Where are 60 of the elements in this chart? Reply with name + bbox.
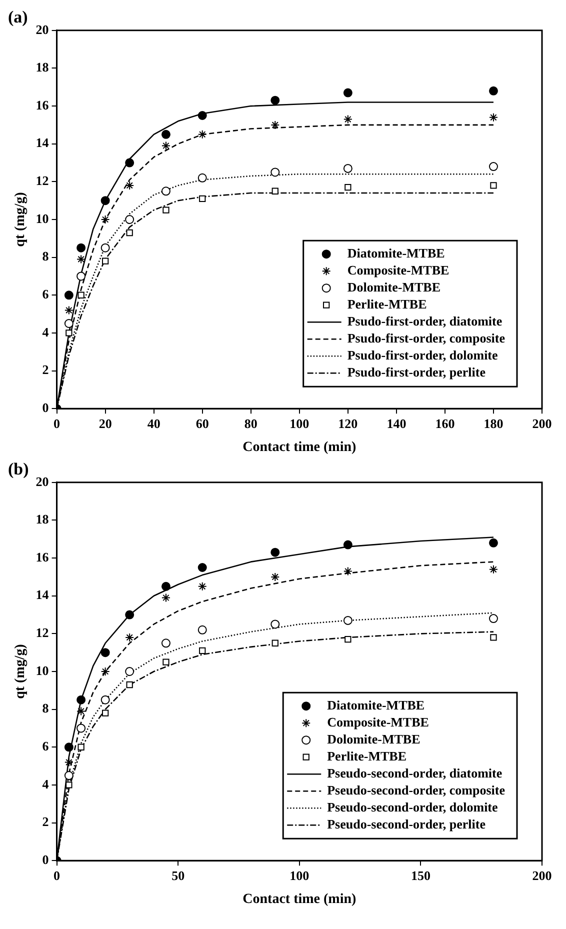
chart-title: (a) [8, 8, 28, 27]
y-tick-label: 20 [36, 474, 49, 489]
y-tick-label: 10 [36, 210, 49, 226]
legend-label: Perlite-MTBE [327, 748, 407, 764]
legend-label: Psudo-first-order, composite [347, 330, 506, 346]
y-tick-label: 4 [42, 776, 50, 792]
y-tick-label: 0 [42, 852, 49, 867]
chart-title: (b) [8, 460, 29, 479]
y-tick-label: 20 [36, 22, 49, 37]
y-tick-label: 10 [36, 662, 49, 678]
y-tick-label: 18 [36, 60, 50, 75]
x-tick-label: 40 [147, 416, 160, 431]
legend-label: Pseudo-second-order, composite [327, 782, 506, 798]
x-tick-label: 100 [290, 416, 310, 431]
x-tick-label: 0 [54, 868, 60, 883]
y-tick-label: 8 [42, 700, 50, 716]
x-tick-label: 20 [98, 416, 112, 431]
y-tick-label: 6 [42, 286, 50, 302]
y-tick-label: 6 [42, 738, 50, 754]
y-tick-label: 2 [42, 814, 49, 830]
legend-label: Pseudo-second-order, diatomite [327, 765, 502, 780]
legend-label: Pseudo-second-order, dolomite [327, 799, 498, 814]
x-tick-label: 160 [435, 416, 455, 431]
x-tick-label: 50 [172, 868, 185, 883]
legend-label: Composite-MTBE [347, 262, 450, 278]
x-tick-label: 0 [54, 416, 60, 431]
y-tick-label: 4 [42, 324, 50, 340]
x-tick-label: 140 [386, 416, 406, 431]
y-tick-label: 14 [36, 135, 50, 150]
legend-label: Pseudo-second-order, perlite [327, 816, 486, 832]
y-tick-label: 8 [42, 248, 50, 264]
y-tick-label: 16 [36, 97, 50, 112]
y-axis-title: qt (mg/g) [13, 644, 28, 699]
y-tick-label: 12 [36, 625, 49, 640]
x-tick-label: 120 [338, 416, 358, 431]
x-axis-title: Contact time (min) [242, 892, 356, 908]
legend-label: Dolomite-MTBE [327, 731, 420, 746]
legend-label: Psudo-first-order, dolomite [347, 347, 498, 362]
y-axis-title: qt (mg/g) [13, 192, 28, 247]
x-axis-title: Contact time (min) [242, 440, 356, 456]
legend-label: Diatomite-MTBE [327, 697, 425, 712]
x-tick-label: 100 [290, 868, 310, 883]
legend-label: Psudo-first-order, diatomite [347, 313, 502, 328]
x-tick-label: 180 [484, 416, 504, 431]
legend-label: Composite-MTBE [327, 714, 429, 730]
x-tick-label: 200 [532, 868, 552, 883]
y-tick-label: 2 [42, 362, 49, 378]
y-tick-label: 14 [36, 587, 50, 602]
y-tick-label: 16 [36, 549, 50, 564]
x-tick-label: 60 [196, 416, 209, 431]
y-tick-label: 12 [36, 173, 49, 188]
legend-label: Psudo-first-order, perlite [347, 364, 486, 380]
legend-label: Perlite-MTBE [347, 296, 427, 312]
legend-label: Diatomite-MTBE [347, 245, 445, 260]
x-tick-label: 200 [532, 416, 552, 431]
y-tick-label: 0 [42, 400, 49, 415]
y-tick-label: 18 [36, 512, 50, 527]
x-tick-label: 80 [244, 416, 258, 431]
legend-label: Dolomite-MTBE [347, 279, 440, 294]
x-tick-label: 150 [410, 868, 430, 883]
